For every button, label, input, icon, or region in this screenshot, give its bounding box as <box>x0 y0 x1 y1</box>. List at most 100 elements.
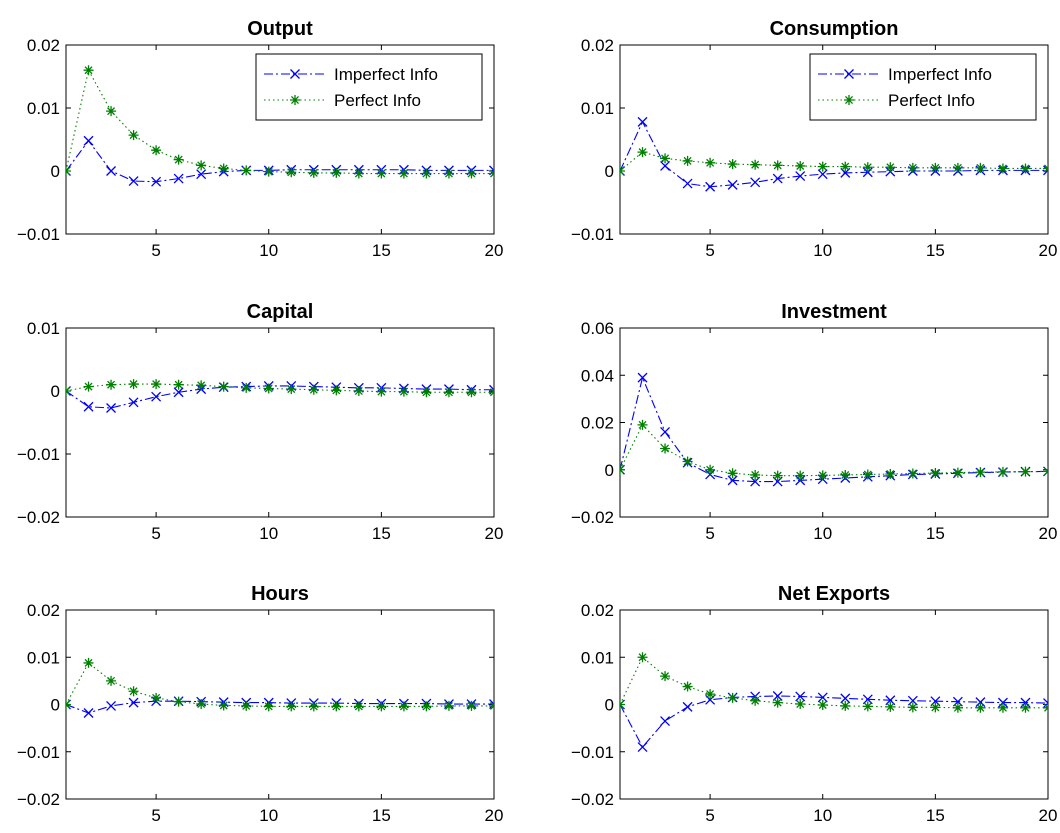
data-point <box>263 166 274 177</box>
data-point <box>1020 163 1031 174</box>
y-tick-label: 0.04 <box>581 366 614 385</box>
data-point <box>620 699 625 710</box>
data-point <box>795 699 806 710</box>
x-tick-label: 10 <box>813 241 832 260</box>
data-point <box>885 162 896 173</box>
y-tick-label: −0.02 <box>571 790 614 809</box>
data-point <box>83 708 94 718</box>
data-point <box>128 697 139 708</box>
data-point <box>128 176 139 187</box>
data-point <box>1043 702 1048 713</box>
legend-marker <box>290 69 300 79</box>
subplot-5: Net Exports 5 10 15 20 −0.02 −0.01 0 0.01 0.02 <box>571 583 1057 825</box>
data-point <box>817 470 828 481</box>
data-point <box>772 160 783 171</box>
data-point <box>975 467 986 478</box>
y-tick-label: 0.01 <box>27 648 60 667</box>
data-point <box>128 130 139 141</box>
legend-label: Perfect Info <box>888 91 975 110</box>
legend-box <box>255 53 483 121</box>
y-tick-label: −0.01 <box>571 743 614 762</box>
data-point <box>930 468 941 479</box>
data-point <box>705 157 716 168</box>
data-point <box>817 169 828 180</box>
y-tick-label: 0.02 <box>27 601 60 620</box>
data-point <box>727 159 738 170</box>
data-point <box>682 701 693 712</box>
data-point <box>727 468 738 479</box>
data-point <box>637 372 648 383</box>
x-tick-label: 20 <box>485 241 504 260</box>
data-point <box>263 701 274 712</box>
y-tick-label: 0 <box>605 696 614 715</box>
data-point <box>660 161 671 171</box>
data-point <box>66 699 71 710</box>
data-point <box>727 179 738 190</box>
chart-title: Net Exports <box>778 583 890 605</box>
data-point <box>173 173 184 184</box>
legend-marker <box>290 95 300 105</box>
data-point <box>353 701 364 712</box>
x-tick-label: 5 <box>705 524 714 543</box>
data-point <box>66 386 71 396</box>
y-tick-label: 0 <box>605 162 614 181</box>
data-point <box>1043 163 1048 174</box>
data-point <box>173 387 184 398</box>
y-tick-label: −0.02 <box>17 508 60 527</box>
plot-area <box>65 609 495 800</box>
data-point <box>128 379 139 390</box>
data-point <box>862 167 873 178</box>
y-tick-label: 0.01 <box>581 99 614 118</box>
data-point <box>772 697 783 708</box>
data-point <box>218 163 229 174</box>
data-point <box>106 403 117 413</box>
data-point <box>173 154 184 165</box>
series-perfect-info <box>620 147 1048 176</box>
data-point <box>173 696 184 707</box>
series-perfect-info <box>620 419 1048 481</box>
data-point <box>795 160 806 171</box>
series-perfect-info <box>66 379 494 398</box>
series-line <box>620 120 1048 188</box>
data-point <box>620 464 625 475</box>
x-tick-label: 20 <box>485 806 504 825</box>
plot-area <box>619 327 1049 518</box>
data-point <box>637 116 648 127</box>
legend-label: Perfect Info <box>334 91 421 110</box>
x-tick-label: 10 <box>813 524 832 543</box>
data-point <box>489 699 494 709</box>
y-tick-label: 0.06 <box>581 319 614 338</box>
y-tick-label: 0.02 <box>581 601 614 620</box>
data-point <box>750 695 761 706</box>
data-point <box>443 700 454 711</box>
data-point <box>106 675 117 686</box>
series-perfect-info <box>66 65 494 179</box>
data-point <box>398 386 409 397</box>
data-point <box>489 168 494 179</box>
data-point <box>952 467 963 478</box>
chart-title: Investment <box>781 301 887 323</box>
data-point <box>376 386 387 397</box>
x-tick-label: 20 <box>1039 241 1058 260</box>
chart-title: Output <box>247 18 313 40</box>
series-line <box>620 423 1048 477</box>
data-point <box>1020 702 1031 713</box>
data-point <box>443 168 454 179</box>
data-point <box>376 701 387 712</box>
data-point <box>398 701 409 712</box>
data-point <box>1043 698 1048 709</box>
data-point <box>83 657 94 668</box>
data-point <box>682 155 693 166</box>
y-tick-label: −0.01 <box>17 743 60 762</box>
data-point <box>353 386 364 396</box>
x-tick-label: 15 <box>926 806 945 825</box>
data-point <box>151 391 162 402</box>
x-tick-label: 15 <box>372 241 391 260</box>
data-point <box>637 147 648 158</box>
series-line <box>620 695 1048 748</box>
data-point <box>83 135 94 146</box>
data-point <box>840 469 851 480</box>
data-point <box>840 700 851 711</box>
chart-title: Consumption <box>770 18 899 40</box>
data-point <box>196 699 207 710</box>
